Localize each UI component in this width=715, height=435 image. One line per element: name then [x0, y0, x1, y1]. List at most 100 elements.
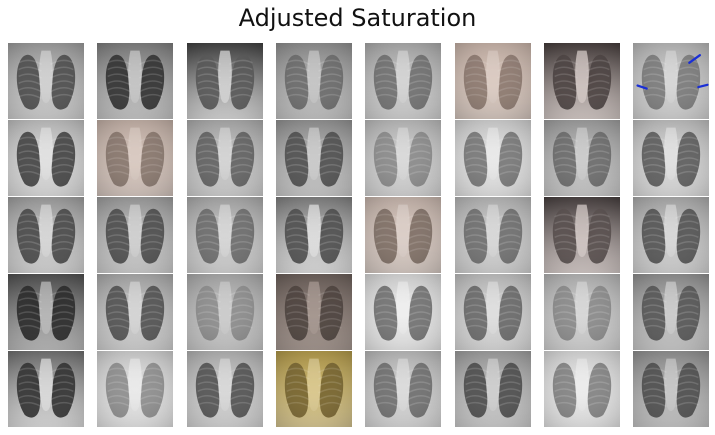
xray-tile [633, 274, 710, 350]
xray-tile [186, 274, 263, 350]
blue-marker [697, 83, 709, 89]
xray-tile [633, 120, 710, 196]
vignette [633, 197, 710, 273]
xray-tile [275, 351, 352, 427]
blue-marker [636, 84, 648, 90]
vignette [275, 120, 352, 196]
xray-image [543, 120, 620, 196]
vignette [543, 274, 620, 350]
vignette [543, 43, 620, 119]
xray-tile [8, 351, 84, 427]
xray-image [97, 274, 174, 350]
xray-tile [633, 351, 710, 427]
vignette [8, 120, 84, 196]
xray-tile [454, 274, 531, 350]
xray-tile [365, 351, 442, 427]
xray-tile [275, 197, 352, 273]
xray-tile [97, 274, 174, 350]
xray-tile [454, 120, 531, 196]
xray-tile [186, 120, 263, 196]
xray-tile [633, 197, 710, 273]
vignette [365, 274, 442, 350]
vignette [633, 43, 710, 119]
xray-tile [633, 43, 710, 119]
xray-tile [365, 197, 442, 273]
vignette [454, 120, 531, 196]
vignette [8, 351, 84, 427]
xray-image [186, 197, 263, 273]
xray-image [186, 120, 263, 196]
xray-image [365, 351, 442, 427]
xray-image [454, 120, 531, 196]
vignette [633, 274, 710, 350]
xray-tile [8, 120, 84, 196]
xray-tile [543, 197, 620, 273]
xray-image [275, 120, 352, 196]
xray-image [275, 197, 352, 273]
vignette [186, 43, 263, 119]
xray-tile [454, 43, 531, 119]
vignette [454, 197, 531, 273]
xray-tile [8, 274, 84, 350]
vignette [97, 43, 174, 119]
xray-tile [543, 274, 620, 350]
vignette [97, 197, 174, 273]
vignette [186, 197, 263, 273]
figure-title: Adjusted Saturation [238, 4, 477, 32]
xray-image [633, 120, 710, 196]
xray-image [97, 43, 174, 119]
vignette [275, 351, 352, 427]
xray-tile [454, 197, 531, 273]
vignette [97, 351, 174, 427]
vignette [543, 120, 620, 196]
vignette [543, 197, 620, 273]
xray-image [543, 351, 620, 427]
xray-image [454, 274, 531, 350]
xray-image [186, 274, 263, 350]
xray-image [8, 351, 84, 427]
xray-image [454, 197, 531, 273]
xray-tile [275, 43, 352, 119]
xray-image [186, 351, 263, 427]
vignette [454, 274, 531, 350]
vignette [186, 274, 263, 350]
vignette [454, 351, 531, 427]
vignette [365, 197, 442, 273]
xray-tile [97, 351, 174, 427]
vignette [8, 274, 84, 350]
xray-image [8, 43, 84, 119]
xray-tile [97, 120, 174, 196]
xray-tile [543, 351, 620, 427]
xray-image [97, 197, 174, 273]
xray-tile [97, 197, 174, 273]
xray-image [275, 43, 352, 119]
xray-tile [365, 274, 442, 350]
xray-image [365, 197, 442, 273]
vignette [275, 197, 352, 273]
vignette [97, 120, 174, 196]
vignette [633, 120, 710, 196]
xray-tile [454, 351, 531, 427]
xray-image [97, 351, 174, 427]
xray-image [454, 351, 531, 427]
xray-image [365, 120, 442, 196]
vignette [97, 274, 174, 350]
vignette [186, 120, 263, 196]
xray-image [543, 274, 620, 350]
xray-tile [365, 43, 442, 119]
xray-tile [275, 274, 352, 350]
xray-image [543, 197, 620, 273]
vignette [365, 351, 442, 427]
xray-image [543, 43, 620, 119]
vignette [543, 351, 620, 427]
xray-image [8, 120, 84, 196]
vignette [454, 43, 531, 119]
xray-tile [543, 43, 620, 119]
vignette [365, 43, 442, 119]
xray-tile [186, 43, 263, 119]
blue-marker [688, 54, 702, 64]
xray-image [365, 43, 442, 119]
xray-tile [186, 197, 263, 273]
vignette [8, 43, 84, 119]
